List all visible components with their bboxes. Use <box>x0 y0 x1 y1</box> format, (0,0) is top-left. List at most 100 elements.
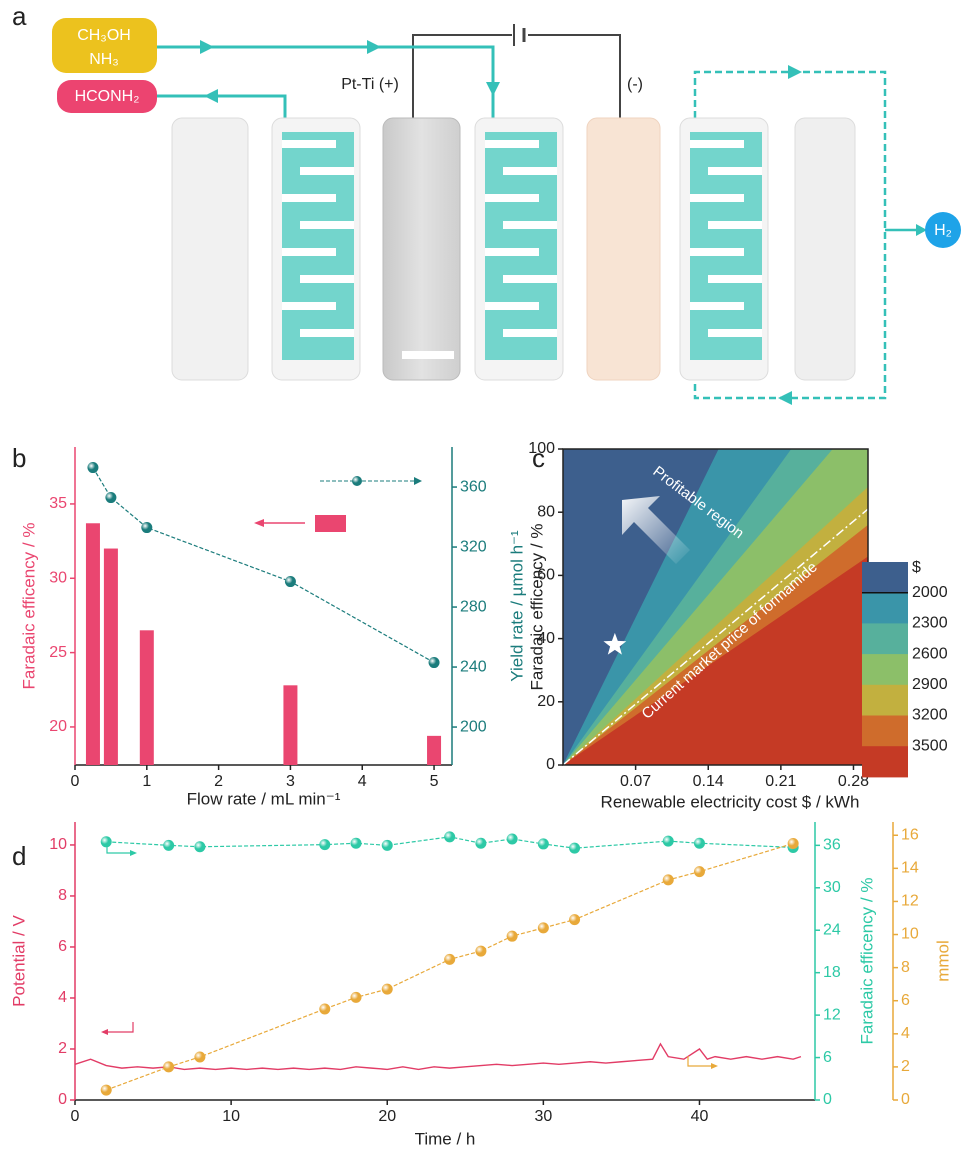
channel-rib <box>690 194 744 202</box>
channel-rib <box>282 140 336 148</box>
y-tick-label: 16 <box>901 826 919 843</box>
channel-rib <box>300 329 354 337</box>
axis-title: Potential / V <box>9 915 28 1007</box>
y-tick-label: 6 <box>823 1049 832 1066</box>
flow-field <box>282 132 354 360</box>
axis-title: mmol <box>933 940 952 982</box>
point <box>285 576 296 587</box>
arrow <box>486 82 500 96</box>
flow-line <box>157 47 493 118</box>
point <box>163 840 174 851</box>
x-tick-label: 0 <box>71 1108 80 1125</box>
channel-rib <box>708 221 762 229</box>
y-tick-label: 0 <box>901 1091 910 1108</box>
colorbar-cell <box>862 746 908 777</box>
point <box>538 838 549 849</box>
y-tick-label: 30 <box>823 879 841 896</box>
anode-label: Pt-Ti (+) <box>341 76 399 93</box>
x-tick-label: 4 <box>358 773 367 790</box>
flow-field <box>485 132 557 360</box>
y-tick-label: 4 <box>901 1025 910 1042</box>
x-axis-title: Time / h <box>415 1129 476 1148</box>
y-tick-label: 12 <box>823 1006 841 1023</box>
colorbar-cell <box>862 716 908 747</box>
h2-label: H₂ <box>934 222 952 239</box>
channel-rib <box>300 167 354 175</box>
cell-diagram: CH₃OH NH₃ HCONH₂ Pt-Ti (+) (-) H₂ <box>52 18 961 405</box>
plate <box>795 118 855 380</box>
colorbar-label: 2000 <box>912 584 948 601</box>
legend-marker <box>352 476 362 486</box>
point <box>538 922 549 933</box>
channel-rib <box>282 302 336 310</box>
channel-rib <box>503 167 557 175</box>
channel-rib <box>503 221 557 229</box>
point <box>194 841 205 852</box>
y-tick-label: 10 <box>49 836 67 853</box>
point <box>382 840 393 851</box>
x-tick-label: 1 <box>142 773 151 790</box>
plate <box>172 118 248 380</box>
point <box>444 831 455 842</box>
axis-hint <box>711 1063 718 1069</box>
colorbar-label: 2300 <box>912 615 948 632</box>
panel-label: a <box>12 1 27 31</box>
channel-rib <box>300 221 354 229</box>
product-label: HCONH₂ <box>75 88 140 105</box>
axis-hint <box>105 1022 133 1032</box>
flow-line <box>157 96 285 118</box>
channel-rib <box>282 194 336 202</box>
point <box>507 931 518 942</box>
panel-label: b <box>12 443 26 473</box>
arrow <box>204 89 218 103</box>
point <box>569 914 580 925</box>
y-tick-label: 4 <box>58 989 67 1006</box>
plate <box>383 118 460 380</box>
bar <box>283 685 297 765</box>
channel-rib <box>690 248 744 256</box>
point <box>105 492 116 503</box>
y-tick-label: 35 <box>49 495 67 512</box>
y-tick-label: 12 <box>901 893 919 910</box>
axis-title: Faradaic efficency / % <box>527 524 546 691</box>
bar <box>427 736 441 765</box>
y-tick-label: 14 <box>901 860 919 877</box>
y-tick-label: 200 <box>460 718 487 735</box>
y-tick-label: 6 <box>58 938 67 955</box>
channel-rib <box>485 194 539 202</box>
point <box>194 1051 205 1062</box>
wire <box>528 35 620 120</box>
point <box>788 838 799 849</box>
arrow <box>367 40 381 54</box>
colorbar-title: $ <box>912 559 921 576</box>
channel-rib <box>282 248 336 256</box>
slot <box>402 351 454 359</box>
point <box>141 522 152 533</box>
plates <box>172 118 855 380</box>
arrow <box>200 40 214 54</box>
y-tick-label: 20 <box>49 718 67 735</box>
series-line <box>106 844 793 1091</box>
arrow <box>778 391 792 405</box>
y-tick-label: 2 <box>901 1058 910 1075</box>
colorbar-label: 3200 <box>912 707 948 724</box>
y-tick-label: 25 <box>49 644 67 661</box>
point <box>507 833 518 844</box>
x-tick-label: 0 <box>71 773 80 790</box>
y-tick-label: 8 <box>901 959 910 976</box>
x-tick-label: 20 <box>378 1108 396 1125</box>
colorbar-cell <box>862 685 908 716</box>
y-tick-label: 0 <box>58 1091 67 1108</box>
colorbar-cell <box>862 562 908 593</box>
channel-rib <box>708 275 762 283</box>
panel-label: d <box>12 841 26 871</box>
x-tick-label: 5 <box>430 773 439 790</box>
x-axis-title: Renewable electricity cost $ / kWh <box>601 792 860 811</box>
point <box>319 839 330 850</box>
bar <box>104 549 118 765</box>
channel-rib <box>485 248 539 256</box>
point <box>351 838 362 849</box>
point <box>694 866 705 877</box>
axis-hint <box>130 850 137 856</box>
x-tick-label: 2 <box>214 773 223 790</box>
